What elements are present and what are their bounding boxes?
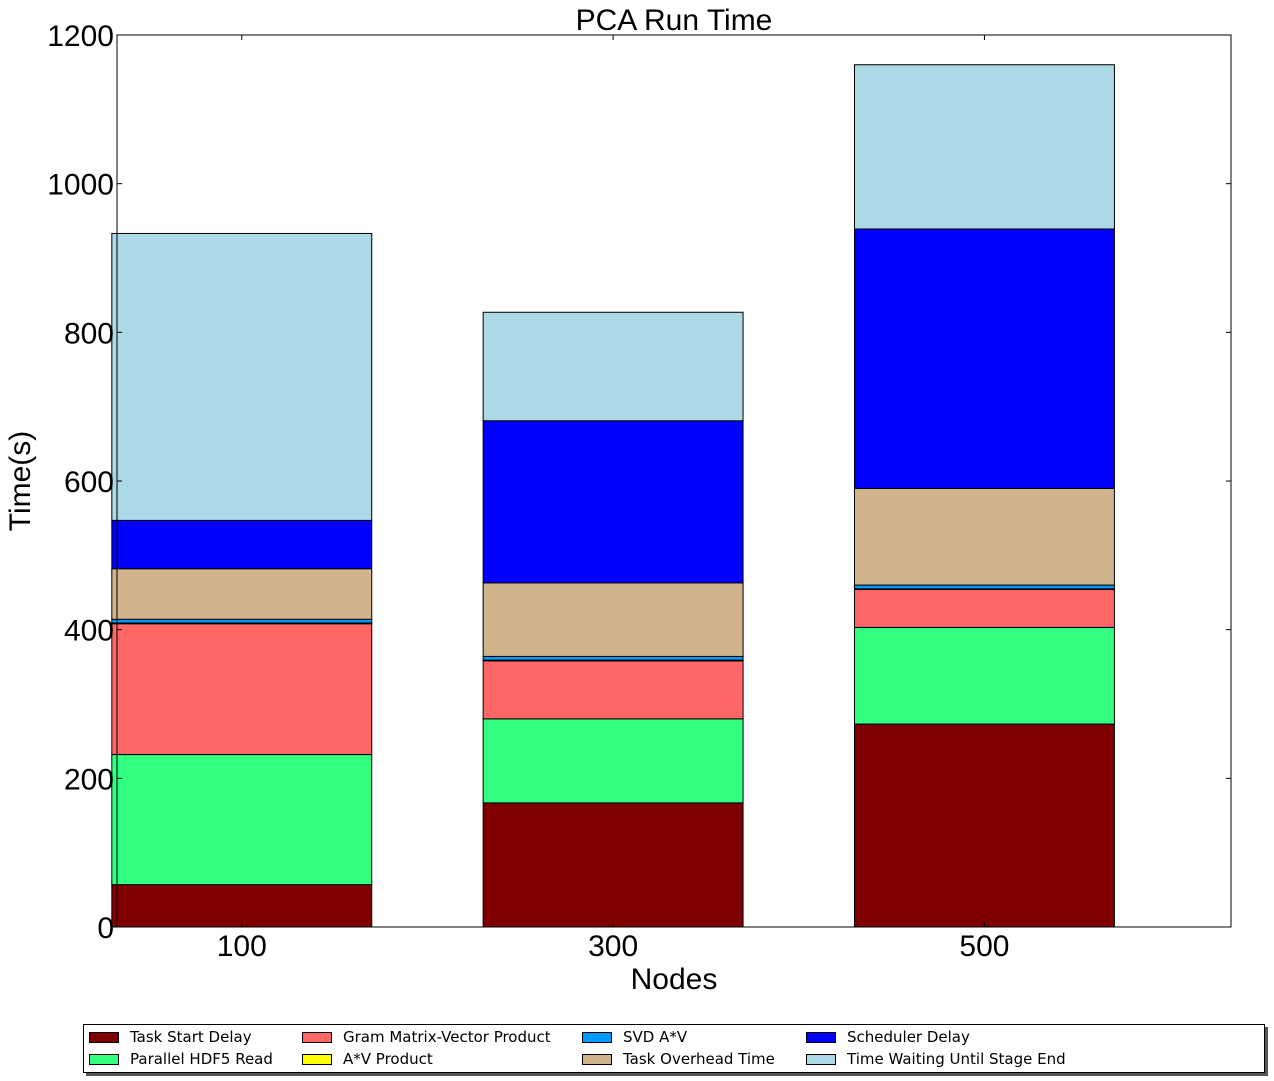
legend-swatch bbox=[582, 1053, 612, 1065]
y-tick-label-1200: 1200 bbox=[47, 20, 114, 53]
legend-item-1: Task Start Delay bbox=[89, 1028, 252, 1046]
plot-frame bbox=[116, 34, 1232, 928]
legend-label: Gram Matrix-Vector Product bbox=[343, 1028, 551, 1046]
y-tick-label-0: 0 bbox=[97, 912, 114, 945]
legend: Task Start Delay Parallel HDF5 Read Gram M… bbox=[83, 1024, 1265, 1073]
y-tick-label-1000: 1000 bbox=[47, 169, 114, 202]
bar-segment-500-1 bbox=[853, 723, 1115, 928]
bars-layer bbox=[111, 64, 1115, 928]
legend-item-7: Scheduler Delay bbox=[806, 1028, 970, 1046]
bar-segment-100-1 bbox=[111, 884, 373, 928]
bar-segment-300-7 bbox=[482, 420, 744, 584]
bar-segment-300-2 bbox=[482, 718, 744, 804]
bar-segment-300-5 bbox=[482, 655, 744, 661]
bar-segment-100-6 bbox=[111, 568, 373, 620]
bar-segment-300-1 bbox=[482, 802, 744, 928]
legend-item-8: Time Waiting Until Stage End bbox=[806, 1050, 1066, 1068]
legend-item-3: Gram Matrix-Vector Product bbox=[302, 1028, 551, 1046]
legend-swatch bbox=[582, 1031, 612, 1043]
y-tick-label-200: 200 bbox=[64, 763, 114, 796]
bar-segment-100-7 bbox=[111, 519, 373, 570]
bar-segment-300-6 bbox=[482, 582, 744, 657]
bar-segment-500-2 bbox=[853, 626, 1115, 725]
y-tick-label-800: 800 bbox=[64, 317, 114, 350]
legend-label: Time Waiting Until Stage End bbox=[847, 1050, 1066, 1068]
legend-item-6: Task Overhead Time bbox=[582, 1050, 775, 1068]
y-axis-label: Time(s) bbox=[4, 431, 37, 532]
legend-item-4: A*V Product bbox=[302, 1050, 433, 1068]
bar-segment-100-5 bbox=[111, 618, 373, 624]
legend-swatch bbox=[806, 1031, 836, 1043]
bar-segment-300-3 bbox=[482, 660, 744, 720]
legend-label: Scheduler Delay bbox=[847, 1028, 970, 1046]
legend-swatch bbox=[806, 1053, 836, 1065]
legend-swatch bbox=[89, 1053, 119, 1065]
x-tick-label-100: 100 bbox=[217, 930, 267, 963]
x-axis-label: Nodes bbox=[631, 963, 718, 996]
bar-segment-500-7 bbox=[853, 228, 1115, 489]
bar-segment-100-3 bbox=[111, 623, 373, 756]
legend-label: SVD A*V bbox=[623, 1028, 688, 1046]
legend-item-5: SVD A*V bbox=[582, 1028, 687, 1046]
legend-swatch bbox=[89, 1031, 119, 1043]
y-tick-label-400: 400 bbox=[64, 615, 114, 648]
bar-segment-500-5 bbox=[853, 584, 1115, 590]
bar-segment-100-2 bbox=[111, 754, 373, 886]
legend-label: Task Start Delay bbox=[130, 1028, 252, 1046]
bar-segment-500-6 bbox=[853, 487, 1115, 586]
chart-title: PCA Run Time bbox=[576, 4, 773, 37]
legend-swatch bbox=[302, 1053, 332, 1065]
bar-segment-100-8 bbox=[111, 232, 373, 521]
bar-segment-500-8 bbox=[853, 64, 1115, 230]
bar-segment-300-8 bbox=[482, 311, 744, 422]
x-tick-label-500: 500 bbox=[959, 930, 1009, 963]
legend-label: Parallel HDF5 Read bbox=[130, 1050, 273, 1068]
x-tick-label-300: 300 bbox=[588, 930, 638, 963]
y-tick-label-600: 600 bbox=[64, 466, 114, 499]
legend-label: Task Overhead Time bbox=[623, 1050, 775, 1068]
legend-swatch bbox=[302, 1031, 332, 1043]
bar-segment-500-3 bbox=[853, 589, 1115, 628]
ticks-layer: 100 300 500 0 200 400 600 800 1000 1200 bbox=[47, 20, 1231, 963]
legend-item-2: Parallel HDF5 Read bbox=[89, 1050, 273, 1068]
legend-label: A*V Product bbox=[343, 1050, 433, 1068]
